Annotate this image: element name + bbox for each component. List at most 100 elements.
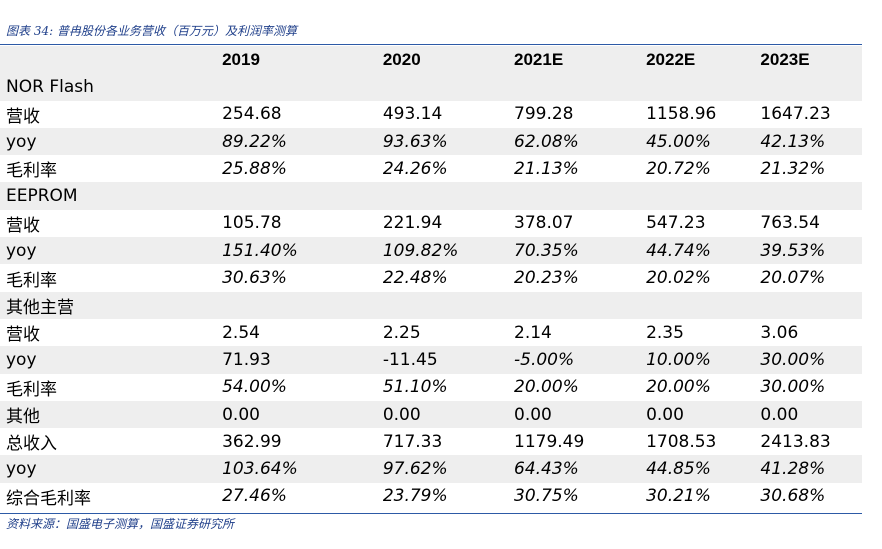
- section-label: 其他主营: [0, 291, 223, 319]
- table-cell: 2.25: [382, 322, 421, 343]
- table-cell: [382, 73, 514, 101]
- table-cell: 151.40%: [222, 237, 383, 265]
- table-cell: [646, 291, 761, 319]
- table-cell: [760, 182, 862, 210]
- table-cell: 42.13%: [760, 127, 862, 156]
- table-cell: [222, 73, 383, 101]
- table-cell: 93.63%: [382, 127, 514, 156]
- table-cell: 2.14: [514, 322, 552, 343]
- row-label: 毛利率: [6, 379, 57, 400]
- table-cell: 64.43%: [514, 455, 647, 483]
- table-cell: 0.00: [514, 400, 647, 429]
- table-cell: 0.00: [760, 400, 862, 429]
- row-label: 综合毛利率: [6, 488, 91, 509]
- table-cell: 799.28: [514, 104, 574, 125]
- row-label: 营收: [6, 106, 40, 127]
- section-row: EEPROM: [0, 182, 862, 210]
- header-year: 2019: [222, 46, 383, 74]
- table-cell: 70.35%: [514, 237, 647, 265]
- table-cell: [646, 182, 761, 210]
- table-cell: 378.07: [514, 213, 574, 234]
- table-cell: 1647.23: [760, 104, 831, 125]
- row-label: yoy: [0, 237, 223, 265]
- table-cell: 39.53%: [760, 237, 862, 265]
- table-cell: 22.48%: [382, 268, 448, 289]
- table-row: yoy 89.22% 93.63% 62.08% 45.00% 42.13%: [0, 127, 862, 156]
- table-cell: 20.00%: [514, 377, 579, 398]
- row-label: 营收: [6, 325, 40, 346]
- table-row: 毛利率 25.88% 24.26% 21.13% 20.72% 21.32%: [0, 155, 862, 182]
- row-label: 其他: [0, 400, 223, 429]
- section-label: NOR Flash: [0, 73, 223, 101]
- table-cell: [760, 291, 862, 319]
- table-cell: 2.54: [222, 322, 260, 343]
- source-note: 资料来源：国盛电子测算，国盛证券研究所: [6, 517, 235, 531]
- table-cell: 71.93: [222, 346, 383, 374]
- header-row: 2019 2020 2021E 2022E 2023E: [0, 46, 862, 74]
- table-cell: 547.23: [646, 213, 706, 234]
- table-row: 综合毛利率 27.46% 23.79% 30.75% 30.21% 30.68%: [0, 483, 862, 510]
- row-label: 毛利率: [6, 161, 57, 182]
- header-year: 2021E: [514, 46, 647, 74]
- table-cell: 20.02%: [646, 268, 711, 289]
- table-row: 营收 254.68 493.14 799.28 1158.96 1647.23: [0, 101, 862, 128]
- table-cell: 362.99: [222, 431, 282, 452]
- section-row: NOR Flash: [0, 73, 862, 101]
- row-label: 毛利率: [6, 270, 57, 291]
- table-cell: 21.13%: [514, 158, 579, 179]
- table-cell: 30.75%: [514, 486, 579, 507]
- table-cell: 105.78: [222, 213, 282, 234]
- header-blank: [0, 46, 223, 74]
- table-cell: 0.00: [382, 400, 514, 429]
- table-row: yoy 71.93 -11.45 -5.00% 10.00% 30.00%: [0, 346, 862, 374]
- table-cell: 30.00%: [760, 346, 862, 374]
- table-cell: [382, 291, 514, 319]
- table-body: NOR Flash 营收 254.68 493.14 799.28 1158.96 1647…: [0, 73, 862, 510]
- table-cell: [382, 182, 514, 210]
- table-cell: 2413.83: [760, 431, 831, 452]
- table-row: yoy 103.64% 97.62% 64.43% 44.85% 41.28%: [0, 455, 862, 483]
- table-cell: 103.64%: [222, 455, 383, 483]
- table-cell: 493.14: [382, 104, 443, 125]
- table-cell: [514, 73, 647, 101]
- table-cell: 0.00: [222, 400, 383, 429]
- table-cell: 21.32%: [760, 158, 826, 179]
- table-cell: 89.22%: [222, 127, 383, 156]
- table-cell: [760, 73, 862, 101]
- bottom-rule: [0, 513, 862, 514]
- table-row: 营收 105.78 221.94 378.07 547.23 763.54: [0, 210, 862, 237]
- table-cell: 30.00%: [760, 377, 826, 398]
- header-year: 2022E: [646, 46, 761, 74]
- table-cell: 20.00%: [646, 377, 711, 398]
- header-year: 2023E: [760, 46, 862, 74]
- table-row: 毛利率 54.00% 51.10% 20.00% 20.00% 30.00%: [0, 374, 862, 401]
- table-cell: -11.45: [382, 346, 514, 374]
- table-cell: 0.00: [646, 400, 761, 429]
- top-rule: [0, 44, 862, 45]
- table-cell: 1179.49: [514, 431, 585, 452]
- header-year: 2020: [382, 46, 514, 74]
- row-label: 营收: [6, 215, 40, 236]
- figure-caption: 图表 34: 普冉股份各业务营收（百万元）及利润率测算: [6, 24, 297, 38]
- table-cell: 41.28%: [760, 455, 862, 483]
- table-cell: 254.68: [222, 104, 282, 125]
- table-cell: 30.63%: [222, 268, 287, 289]
- row-label: yoy: [0, 346, 223, 374]
- table-cell: 54.00%: [222, 377, 287, 398]
- row-label: yoy: [0, 455, 223, 483]
- table-cell: 109.82%: [382, 237, 514, 265]
- table-cell: 24.26%: [382, 158, 448, 179]
- table-cell: 20.23%: [514, 268, 579, 289]
- table-cell: 25.88%: [222, 158, 287, 179]
- table-cell: 51.10%: [382, 377, 448, 398]
- table-cell: 44.85%: [646, 455, 761, 483]
- table-cell: 23.79%: [382, 486, 448, 507]
- table-cell: [222, 291, 383, 319]
- table-cell: [514, 291, 647, 319]
- table-cell: 3.06: [760, 322, 799, 343]
- table-row: yoy 151.40% 109.82% 70.35% 44.74% 39.53%: [0, 237, 862, 265]
- table-cell: 27.46%: [222, 486, 287, 507]
- table-cell: 97.62%: [382, 455, 514, 483]
- table-cell: 62.08%: [514, 127, 647, 156]
- table-cell: 20.07%: [760, 268, 826, 289]
